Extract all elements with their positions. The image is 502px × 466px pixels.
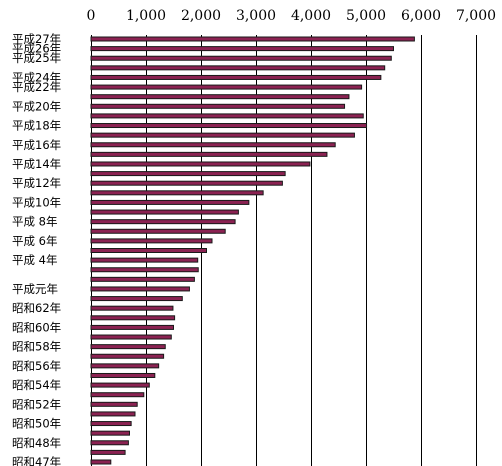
- bar: [90, 46, 394, 52]
- bar: [90, 372, 156, 378]
- bar: [90, 113, 364, 119]
- bar: [90, 382, 150, 388]
- category-label: 平成12年: [12, 176, 61, 190]
- bars: [90, 36, 415, 465]
- x-tick-label: 2,000: [181, 8, 221, 24]
- bar: [90, 151, 328, 157]
- category-label: 平成14年: [12, 157, 61, 171]
- bar: [90, 180, 283, 186]
- category-label: 昭和58年: [12, 340, 61, 354]
- bar: [90, 286, 190, 292]
- bar: [90, 459, 112, 465]
- category-label: 昭和52年: [12, 397, 61, 411]
- bar: [90, 74, 382, 80]
- x-tick-label: 7,000: [456, 8, 496, 24]
- bar: [90, 411, 136, 417]
- category-label: 昭和50年: [12, 417, 61, 431]
- category-label: 昭和62年: [12, 301, 61, 315]
- category-label: 平成 8年: [12, 215, 57, 229]
- bar: [90, 430, 130, 436]
- bar: [90, 161, 311, 167]
- bar: [90, 123, 368, 129]
- bar: [90, 132, 355, 138]
- category-labels: 平成27年平成26年平成25年平成24年平成22年平成20年平成18年平成16年…: [12, 32, 61, 466]
- bar: [90, 257, 199, 263]
- category-label: 昭和60年: [12, 320, 61, 334]
- bar: [90, 219, 236, 225]
- x-tick-label: 4,000: [291, 8, 331, 24]
- category-label: 平成27年: [12, 32, 61, 46]
- bar: [90, 103, 346, 109]
- category-label: 平成22年: [12, 80, 61, 94]
- bar: [90, 401, 138, 407]
- bar: [90, 228, 226, 234]
- x-tick-label: 1,000: [126, 8, 166, 24]
- category-label: 平成18年: [12, 119, 61, 133]
- category-label: 平成 4年: [12, 253, 57, 267]
- bar: [90, 36, 415, 42]
- bar: [90, 55, 392, 61]
- bar: [90, 84, 363, 90]
- bar: [90, 334, 172, 340]
- bar: [90, 305, 174, 311]
- category-label: 昭和47年: [12, 455, 61, 466]
- category-label: 平成10年: [12, 195, 61, 209]
- bar: [90, 267, 199, 273]
- bar: [90, 449, 126, 455]
- x-tick-labels: 0 1,000 2,000 3,000 4,000 5,000 6,000 7,000: [87, 8, 497, 24]
- bar: [90, 392, 145, 398]
- bar: [90, 171, 286, 177]
- category-label: 平成25年: [12, 51, 61, 65]
- bar: [90, 421, 132, 427]
- x-tick-label: 3,000: [236, 8, 276, 24]
- bar: [90, 353, 165, 359]
- bar: [90, 94, 350, 100]
- bar: [90, 276, 195, 282]
- bar: [90, 344, 166, 350]
- category-label: 平成 6年: [12, 234, 57, 248]
- bar: [90, 296, 183, 302]
- category-label: 平成24年: [12, 70, 61, 84]
- category-label: 昭和48年: [12, 436, 61, 450]
- bar: [90, 190, 264, 196]
- category-label: 平成26年: [12, 42, 61, 56]
- bar: [90, 315, 176, 321]
- bar: [90, 209, 239, 215]
- bar: [90, 238, 213, 244]
- category-label: 平成元年: [12, 282, 58, 296]
- bar: [90, 248, 207, 253]
- category-label: 平成16年: [12, 138, 61, 152]
- category-label: 平成20年: [12, 99, 61, 113]
- category-label: 昭和54年: [12, 378, 61, 392]
- x-tick-label: 6,000: [401, 8, 441, 24]
- category-label: 昭和56年: [12, 359, 61, 373]
- bar: [90, 65, 386, 71]
- bar: [90, 363, 160, 369]
- bar: [90, 324, 174, 330]
- x-tick-label: 5,000: [346, 8, 386, 24]
- bar: [90, 440, 129, 446]
- x-tick-label: 0: [87, 8, 96, 24]
- bar: [90, 142, 336, 148]
- bar: [90, 199, 250, 205]
